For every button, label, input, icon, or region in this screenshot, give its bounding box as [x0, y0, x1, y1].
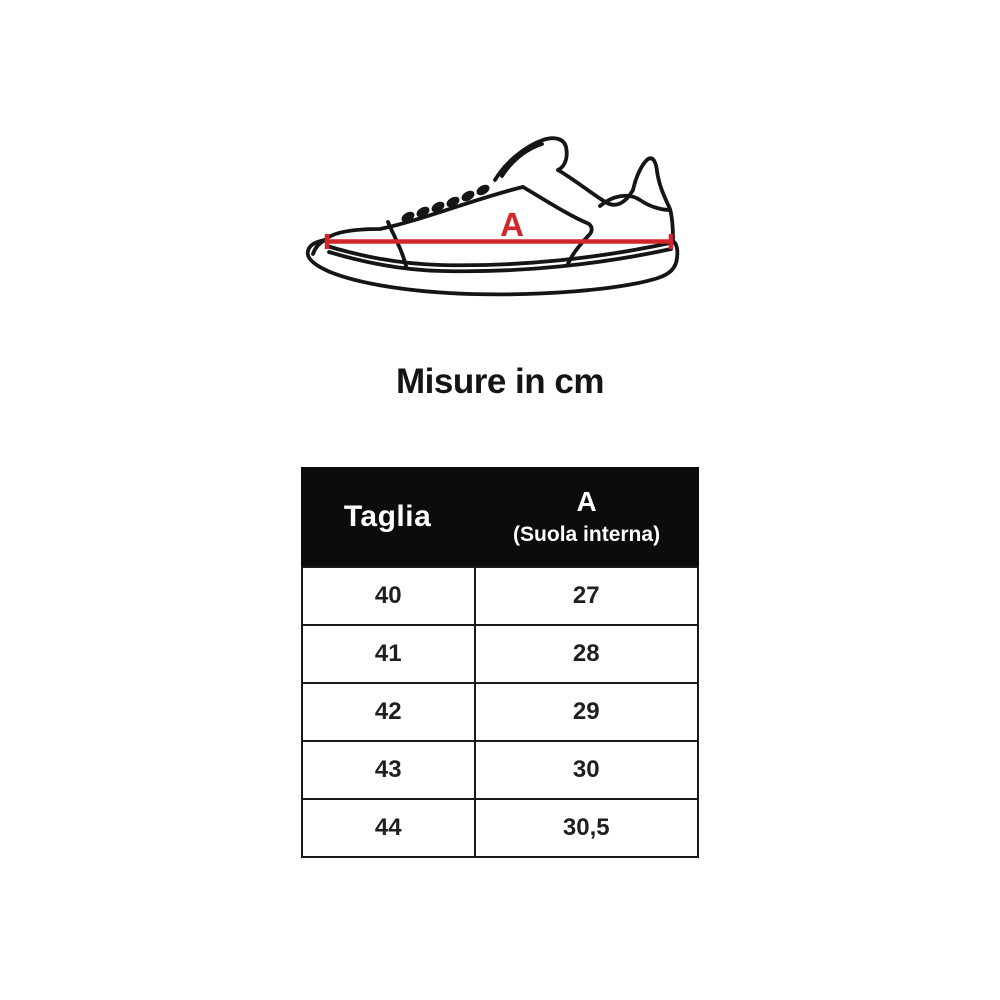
cell-measure: 28 [572, 640, 600, 667]
table-row: 41 28 [303, 624, 697, 682]
lace-loops-icon [401, 184, 490, 223]
table-header: Taglia A (Suola interna) [301, 467, 699, 566]
table-row: 44 30,5 [303, 798, 697, 856]
cell-taglia: 41 [303, 626, 476, 682]
measure-line [324, 234, 674, 249]
cell-measure: 29 [572, 698, 600, 725]
table-row: 42 29 [303, 682, 697, 740]
page-title: Misure in cm [396, 362, 604, 401]
sneaker-ink-lines [305, 136, 680, 297]
cell-measure: 30 [572, 756, 600, 783]
header-cell-taglia: Taglia [343, 499, 432, 533]
cell-taglia: 40 [303, 568, 476, 624]
measure-a-label: A [500, 206, 524, 243]
header-measure-letter: A [576, 486, 597, 518]
table-row: 43 30 [303, 740, 697, 798]
cell-taglia: 44 [303, 800, 476, 856]
table-body: 40 27 41 28 42 29 43 30 44 30,5 [301, 566, 699, 858]
cell-taglia: 43 [303, 742, 476, 798]
table-row: 40 27 [303, 568, 697, 624]
sneaker-outline-icon: A [305, 136, 680, 297]
header-cell-measure: A (Suola interna) [474, 486, 699, 546]
shoe-diagram: A [300, 118, 700, 315]
header-measure-subtitle: (Suola interna) [513, 522, 661, 546]
cell-taglia: 42 [303, 684, 476, 740]
cell-measure: 30,5 [562, 814, 610, 841]
cell-measure: 27 [572, 582, 600, 609]
size-table: Taglia A (Suola interna) 40 27 41 28 42 … [301, 467, 699, 858]
